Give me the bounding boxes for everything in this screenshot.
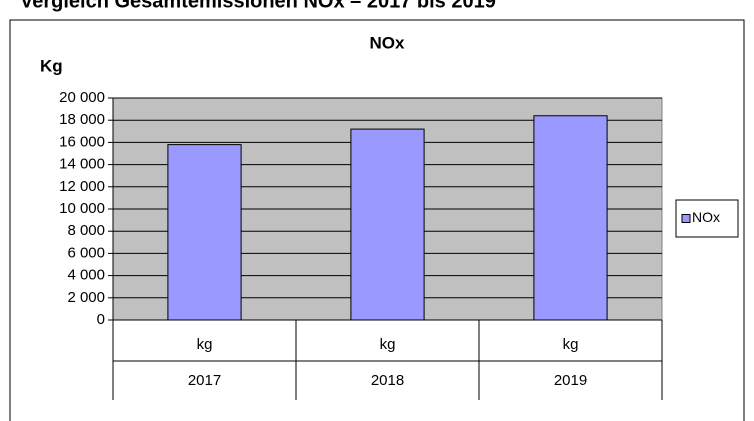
x-tick-label: 2019 bbox=[554, 372, 587, 389]
x-tick-unit: kg bbox=[197, 336, 213, 353]
y-tick-label: 0 bbox=[97, 311, 105, 328]
chart-frame bbox=[9, 19, 745, 421]
y-tick-label: 8 000 bbox=[67, 222, 105, 239]
y-tick-label: 20 000 bbox=[59, 89, 105, 106]
x-tick-label: 2018 bbox=[371, 372, 404, 389]
y-tick-label: 6 000 bbox=[67, 244, 105, 261]
y-tick-label: 2 000 bbox=[67, 289, 105, 306]
chart-title: NOx bbox=[370, 33, 406, 52]
legend-marker bbox=[681, 214, 691, 223]
x-tick-unit: kg bbox=[563, 336, 579, 353]
bar bbox=[350, 128, 425, 321]
y-tick-label: 10 000 bbox=[59, 200, 105, 217]
page-title: Vergleich Gesamtemissionen NOx – 2017 bi… bbox=[20, 0, 496, 12]
bar bbox=[533, 115, 608, 321]
y-tick-label: 14 000 bbox=[59, 156, 105, 173]
y-tick-label: 4 000 bbox=[67, 267, 105, 284]
y-tick-label: 12 000 bbox=[59, 178, 105, 195]
x-tick-unit: kg bbox=[380, 336, 396, 353]
bar bbox=[167, 144, 242, 321]
legend-label: NOx bbox=[692, 209, 720, 225]
y-axis-label: Kg bbox=[40, 56, 63, 75]
y-tick-label: 18 000 bbox=[59, 111, 105, 128]
x-tick-label: 2017 bbox=[188, 372, 221, 389]
y-tick-label: 16 000 bbox=[59, 133, 105, 150]
